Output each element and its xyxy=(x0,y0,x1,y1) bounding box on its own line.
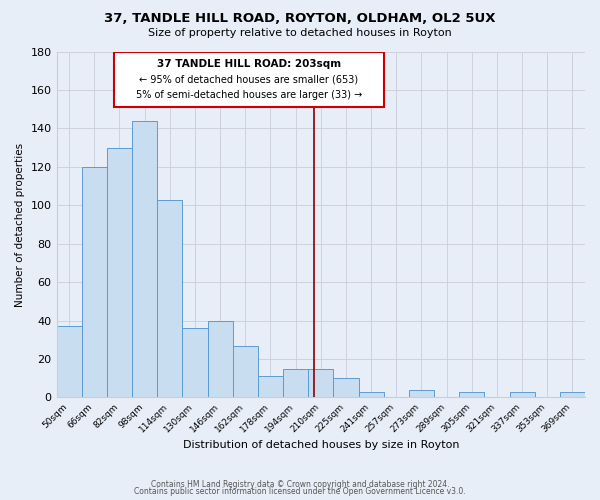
Bar xyxy=(359,392,383,398)
Text: 37, TANDLE HILL ROAD, ROYTON, OLDHAM, OL2 5UX: 37, TANDLE HILL ROAD, ROYTON, OLDHAM, OL… xyxy=(104,12,496,26)
X-axis label: Distribution of detached houses by size in Royton: Distribution of detached houses by size … xyxy=(182,440,459,450)
Bar xyxy=(157,200,182,398)
Text: Contains HM Land Registry data © Crown copyright and database right 2024.: Contains HM Land Registry data © Crown c… xyxy=(151,480,449,489)
Bar xyxy=(208,320,233,398)
Bar xyxy=(283,368,308,398)
Bar xyxy=(233,346,258,398)
Text: 5% of semi-detached houses are larger (33) →: 5% of semi-detached houses are larger (3… xyxy=(136,90,362,100)
Text: Contains public sector information licensed under the Open Government Licence v3: Contains public sector information licen… xyxy=(134,488,466,496)
Y-axis label: Number of detached properties: Number of detached properties xyxy=(15,142,25,306)
Text: Size of property relative to detached houses in Royton: Size of property relative to detached ho… xyxy=(148,28,452,38)
Bar xyxy=(560,392,585,398)
Bar xyxy=(459,392,484,398)
Bar xyxy=(107,148,132,398)
Text: ← 95% of detached houses are smaller (653): ← 95% of detached houses are smaller (65… xyxy=(139,74,359,85)
Bar xyxy=(258,376,283,398)
Bar xyxy=(509,392,535,398)
Bar xyxy=(56,326,82,398)
Bar xyxy=(132,120,157,398)
Bar xyxy=(308,368,334,398)
Bar xyxy=(334,378,359,398)
FancyBboxPatch shape xyxy=(115,52,383,107)
Bar xyxy=(82,167,107,398)
Bar xyxy=(182,328,208,398)
Text: 37 TANDLE HILL ROAD: 203sqm: 37 TANDLE HILL ROAD: 203sqm xyxy=(157,59,341,69)
Bar xyxy=(409,390,434,398)
